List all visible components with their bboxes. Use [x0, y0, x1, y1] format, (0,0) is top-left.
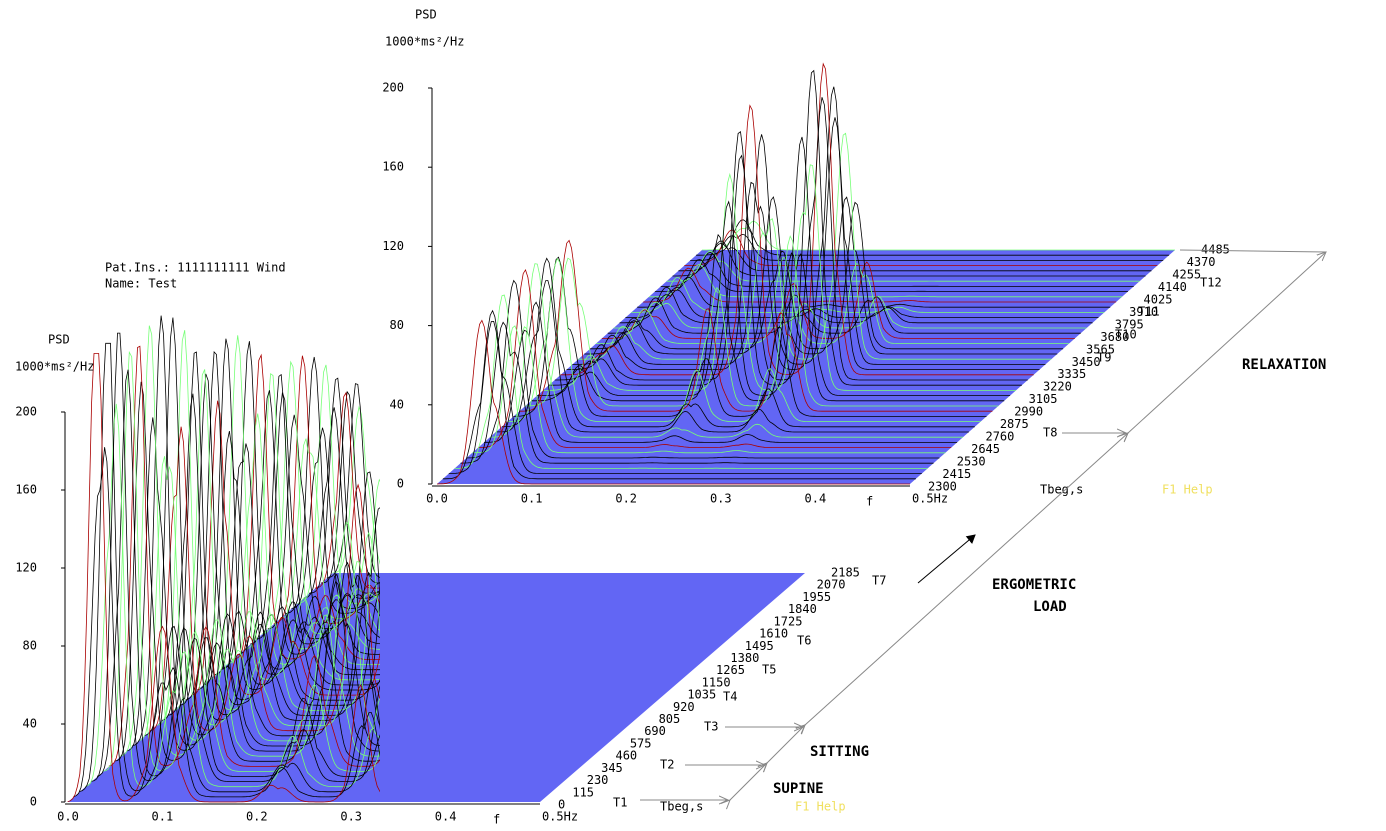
time-label: 3220 [1043, 380, 1072, 394]
phase-label: LOAD [1033, 599, 1067, 615]
time-label: 1495 [745, 639, 774, 653]
time-label: 2300 [928, 480, 957, 494]
y-tick-label: 200 [15, 405, 37, 419]
time-label: 345 [601, 761, 623, 775]
phase-label: RELAXATION [1242, 357, 1326, 373]
phase-label: ERGOMETRIC [992, 577, 1076, 593]
time-label: 690 [644, 724, 666, 738]
time-label: 115 [572, 785, 594, 799]
x-tick-label: 0.2 [246, 810, 268, 824]
time-label: 230 [587, 773, 609, 787]
time-label: 1955 [802, 590, 831, 604]
y-tick-label: 120 [382, 239, 404, 253]
time-label: 1725 [774, 614, 803, 628]
time-label: 2875 [1000, 417, 1029, 431]
phase-marker: T11 [1138, 305, 1160, 319]
y-tick-label: 80 [23, 639, 37, 653]
phase-arrow [730, 763, 767, 800]
time-label: 4140 [1158, 280, 1187, 294]
time-label: 3335 [1057, 367, 1086, 381]
phase-marker: T4 [723, 690, 737, 704]
time-label: 2990 [1014, 405, 1043, 419]
time-label: 1840 [788, 602, 817, 616]
time-label: 460 [615, 749, 637, 763]
x-tick-label: 0.2 [615, 492, 637, 506]
y-tick-label: 200 [382, 81, 404, 95]
unit-label: 1000*ms²/Hz [385, 35, 464, 49]
time-label: 1035 [687, 688, 716, 702]
y-tick-label: 120 [15, 561, 37, 575]
time-label: 4370 [1187, 255, 1216, 269]
phase-marker: T10 [1115, 328, 1137, 342]
x-tick-label: 0.3 [710, 492, 732, 506]
y-tick-label: 0 [397, 477, 404, 491]
tbeg-label: Tbeg,s [1040, 483, 1083, 497]
psd-label: PSD [48, 333, 70, 347]
y-tick-label: 80 [390, 318, 404, 332]
x-tick-label: 0.4 [805, 492, 827, 506]
time-label: 920 [673, 700, 695, 714]
time-label: 2645 [971, 442, 1000, 456]
time-label: 3105 [1029, 392, 1058, 406]
time-label: 4255 [1172, 267, 1201, 281]
f-label: f [493, 813, 500, 827]
y-tick-label: 160 [382, 160, 404, 174]
y-tick-label: 40 [23, 717, 37, 731]
x-tick-label: 0.0 [57, 810, 79, 824]
time-label: 2070 [817, 578, 846, 592]
time-label: 0 [558, 798, 565, 812]
phase-marker: T9 [1097, 351, 1111, 365]
phase-marker: T2 [660, 758, 674, 772]
time-label: 2415 [942, 467, 971, 481]
x-tick-label: 0.3 [340, 810, 362, 824]
x-end-label: 0.5Hz [912, 492, 948, 506]
x-tick-label: 0.4 [435, 810, 457, 824]
x-tick-label: 0.0 [426, 492, 448, 506]
time-label: 1150 [702, 675, 731, 689]
phase-arrow [767, 725, 805, 763]
overlay-text: Pat.Ins.: 1111111111 Wind [105, 261, 286, 275]
overlay-text: Name: Test [105, 277, 177, 291]
time-label: 4485 [1201, 243, 1230, 257]
psd-label: PSD [415, 8, 437, 22]
time-label: 575 [630, 736, 652, 750]
y-tick-label: 40 [390, 397, 404, 411]
figure: 0 40 80 120 160 200 0.0 0.1 0.2 0.3 0.4 0.5Hz f PSD 10… [0, 0, 1386, 827]
phase-label: SUPINE [773, 781, 824, 797]
phase-marker: T3 [704, 720, 718, 734]
x-tick-label: 0.1 [521, 492, 543, 506]
phase-marker: T8 [1043, 426, 1057, 440]
tbeg-label: Tbeg,s [660, 800, 703, 814]
time-label: 805 [659, 712, 681, 726]
x-tick-label: 0.1 [152, 810, 174, 824]
phase-marker: T5 [762, 663, 776, 677]
help-label: F1 Help [795, 800, 846, 814]
y-tick-label: 0 [30, 795, 37, 809]
time-label: 1265 [716, 663, 745, 677]
time-label: 2530 [957, 455, 986, 469]
help-label: F1 Help [1162, 483, 1213, 497]
time-label: 2760 [985, 430, 1014, 444]
unit-label: 1000*ms²/Hz [15, 360, 94, 374]
time-label: 1380 [730, 651, 759, 665]
direction-arrow [918, 535, 975, 583]
x-end-label: 0.5Hz [542, 810, 578, 824]
phase-marker: T1 [613, 796, 627, 810]
time-label: 2185 [831, 566, 860, 580]
phase-marker: T6 [797, 634, 811, 648]
time-label: 1610 [759, 627, 788, 641]
phase-label: SITTING [810, 744, 869, 760]
phase-marker: T7 [872, 574, 886, 588]
y-tick-label: 160 [15, 483, 37, 497]
f-label: f [866, 495, 873, 509]
phase-marker: T12 [1200, 276, 1222, 290]
